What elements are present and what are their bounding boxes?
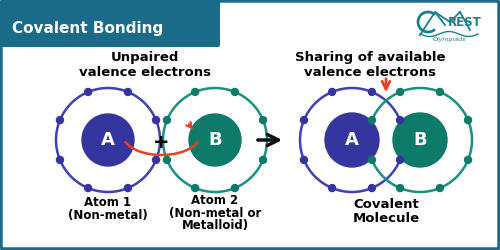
Text: B: B <box>208 131 222 149</box>
Circle shape <box>124 88 132 96</box>
Circle shape <box>396 156 404 164</box>
FancyBboxPatch shape <box>1 1 220 47</box>
Text: Metalloid): Metalloid) <box>182 220 248 232</box>
Circle shape <box>124 184 132 192</box>
Circle shape <box>300 116 308 123</box>
Circle shape <box>368 156 376 164</box>
Circle shape <box>325 113 379 167</box>
Text: valence electrons: valence electrons <box>304 66 436 80</box>
Circle shape <box>396 88 404 96</box>
Text: valence electrons: valence electrons <box>79 66 211 80</box>
Circle shape <box>152 156 160 164</box>
Text: A: A <box>345 131 359 149</box>
Text: +: + <box>153 132 170 152</box>
Text: (Non-metal): (Non-metal) <box>68 210 148 222</box>
Circle shape <box>464 156 471 164</box>
Circle shape <box>164 156 170 164</box>
Circle shape <box>328 88 336 96</box>
Circle shape <box>232 184 238 192</box>
Text: Olympiads: Olympiads <box>432 38 466 43</box>
Bar <box>3 3 218 23</box>
Text: Sharing of available: Sharing of available <box>295 52 446 64</box>
Text: Molecule: Molecule <box>352 212 420 226</box>
Circle shape <box>164 116 170 123</box>
Text: (Non-metal or: (Non-metal or <box>169 206 261 220</box>
Text: REST: REST <box>448 16 482 28</box>
Text: Covalent Bonding: Covalent Bonding <box>12 20 163 36</box>
Circle shape <box>393 113 447 167</box>
Circle shape <box>368 116 376 123</box>
Circle shape <box>260 116 266 123</box>
Circle shape <box>152 116 160 123</box>
Circle shape <box>260 156 266 164</box>
Circle shape <box>192 88 198 96</box>
Text: A: A <box>101 131 115 149</box>
Circle shape <box>368 184 376 192</box>
Circle shape <box>368 88 376 96</box>
Circle shape <box>189 114 241 166</box>
Circle shape <box>56 156 64 164</box>
Text: Unpaired: Unpaired <box>111 52 179 64</box>
Text: Covalent: Covalent <box>353 198 419 211</box>
Circle shape <box>396 116 404 123</box>
Circle shape <box>396 184 404 192</box>
Circle shape <box>232 88 238 96</box>
Circle shape <box>192 184 198 192</box>
Circle shape <box>82 114 134 166</box>
Circle shape <box>300 156 308 164</box>
Circle shape <box>84 184 91 192</box>
Circle shape <box>436 88 444 96</box>
Circle shape <box>56 116 64 123</box>
Circle shape <box>436 184 444 192</box>
Text: B: B <box>413 131 427 149</box>
Text: Atom 1: Atom 1 <box>84 196 132 209</box>
Circle shape <box>328 184 336 192</box>
Circle shape <box>464 116 471 123</box>
Text: Atom 2: Atom 2 <box>192 194 238 206</box>
Circle shape <box>84 88 91 96</box>
